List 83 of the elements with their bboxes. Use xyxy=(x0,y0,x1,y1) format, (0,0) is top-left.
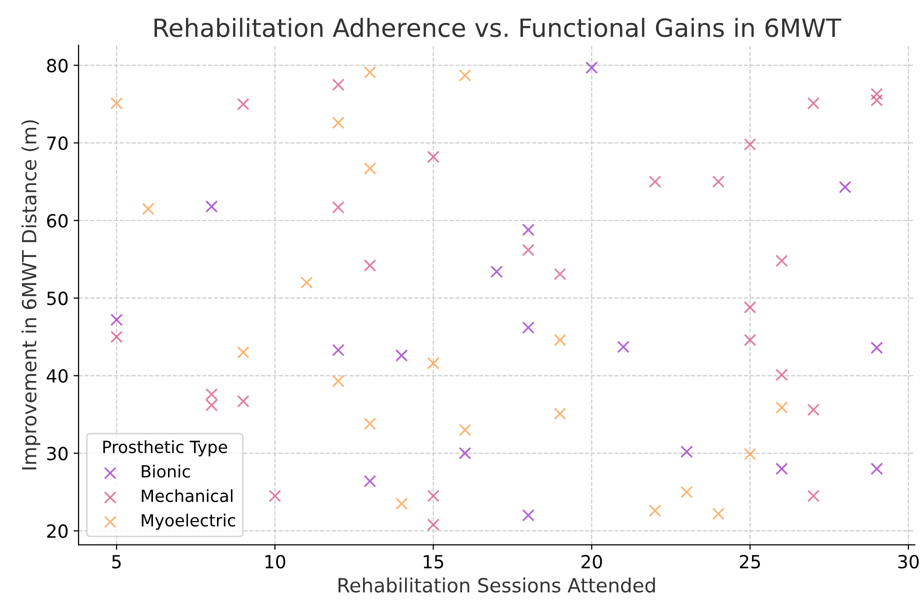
legend-title: Prosthetic Type xyxy=(103,440,228,456)
point xyxy=(364,418,376,430)
point xyxy=(332,116,344,129)
point xyxy=(300,276,313,289)
point xyxy=(237,395,250,408)
point xyxy=(364,259,376,272)
point xyxy=(522,224,535,236)
point xyxy=(744,301,756,314)
legend-label: Mechanical xyxy=(142,489,232,502)
point xyxy=(680,486,693,498)
point xyxy=(332,201,344,214)
point xyxy=(427,357,440,370)
x-tick-label: 5 xyxy=(112,555,121,569)
point xyxy=(680,445,693,458)
y-tick-label: 50 xyxy=(47,292,68,306)
y-tick-label: 60 xyxy=(47,214,68,228)
point xyxy=(110,314,123,326)
point xyxy=(870,94,883,106)
x-tick-label: 10 xyxy=(265,554,286,569)
point xyxy=(205,388,218,401)
point xyxy=(268,490,282,502)
point xyxy=(870,342,883,354)
point xyxy=(237,98,250,110)
point xyxy=(458,424,472,436)
point xyxy=(332,374,344,388)
point xyxy=(427,150,440,164)
point xyxy=(205,398,218,412)
point xyxy=(110,330,123,344)
x-tick-label: 20 xyxy=(582,554,602,569)
x-axis-title: Rehabilitation Sessions Attended xyxy=(338,578,655,593)
point xyxy=(522,244,535,256)
legend-label: Bionic xyxy=(142,464,190,478)
point xyxy=(554,268,566,280)
point xyxy=(554,407,566,420)
point xyxy=(458,447,472,460)
point xyxy=(332,344,344,356)
x-tick-label: 15 xyxy=(424,555,444,569)
point xyxy=(395,349,408,362)
point xyxy=(744,138,756,151)
point xyxy=(332,78,344,91)
point xyxy=(427,490,440,502)
point xyxy=(648,504,662,517)
point xyxy=(522,321,535,334)
point xyxy=(458,69,472,82)
point xyxy=(870,462,883,475)
point xyxy=(807,490,820,502)
point xyxy=(744,334,756,346)
chart-title: Rehabilitation Adherence vs. Functional Gains in 6MWT xyxy=(154,18,842,38)
point xyxy=(712,508,725,520)
point xyxy=(807,404,820,416)
y-tick-label: 20 xyxy=(47,524,68,538)
point xyxy=(776,462,788,475)
y-tick-label: 30 xyxy=(47,446,68,460)
y-tick-label: 70 xyxy=(47,136,68,150)
point xyxy=(776,368,788,382)
y-axis-title: Improvement in 6MWT Distance (m) xyxy=(21,120,40,470)
point xyxy=(712,175,725,188)
point xyxy=(490,265,503,278)
point xyxy=(395,497,408,510)
point xyxy=(744,448,756,460)
point xyxy=(776,254,788,268)
point xyxy=(870,88,883,100)
point xyxy=(364,474,376,488)
point xyxy=(617,340,630,354)
point xyxy=(142,202,154,216)
x-tick-label: 25 xyxy=(740,554,760,569)
point xyxy=(364,162,376,175)
y-tick-label: 80 xyxy=(47,58,68,72)
point xyxy=(427,518,440,531)
legend-label: Myoelectric xyxy=(142,514,236,530)
point xyxy=(205,200,218,213)
point xyxy=(807,97,820,110)
x-tick-label: 30 xyxy=(898,554,919,569)
point xyxy=(838,180,852,194)
point xyxy=(776,401,788,414)
point xyxy=(554,334,566,346)
point xyxy=(364,66,376,79)
point xyxy=(585,61,598,74)
point xyxy=(522,509,535,522)
point xyxy=(110,97,123,110)
y-tick-label: 40 xyxy=(46,369,68,383)
point xyxy=(237,346,250,359)
point xyxy=(648,175,662,188)
